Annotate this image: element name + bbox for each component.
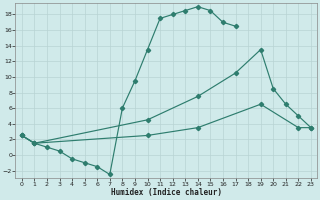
X-axis label: Humidex (Indice chaleur): Humidex (Indice chaleur): [111, 188, 222, 197]
